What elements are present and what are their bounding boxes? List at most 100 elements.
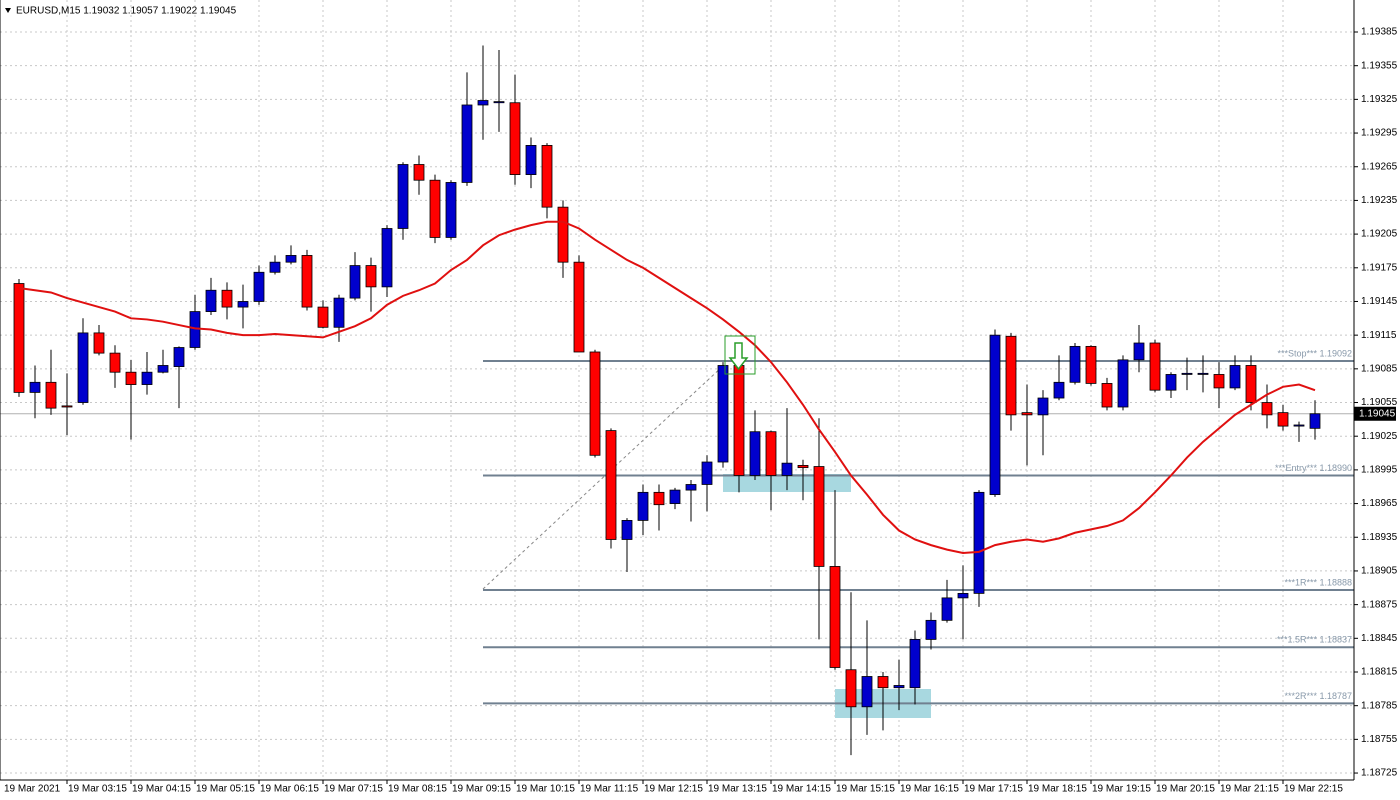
x-tick-label: 19 Mar 17:15 — [964, 784, 1023, 795]
x-tick-label: 19 Mar 10:15 — [516, 784, 575, 795]
candle-body — [1053, 381, 1065, 399]
axis-labels: 1.19385 1.19355 1.19325 1.19295 1.19265 1.192… — [66, 27, 1398, 795]
candle-body — [941, 597, 953, 621]
candle-body — [1021, 412, 1033, 416]
candle-body — [13, 283, 25, 393]
level-label: ***Entry*** 1.18990 — [1275, 463, 1352, 473]
candle-body — [877, 676, 889, 689]
last-price-label: 1.19045 — [1359, 408, 1396, 419]
y-tick-label: 1.19205 — [1361, 229, 1398, 240]
x-tick-label: 19 Mar 20:15 — [1156, 784, 1215, 795]
x-tick-label: 19 Mar 04:15 — [132, 784, 191, 795]
candle-body — [749, 431, 761, 476]
levels: ***Stop*** 1.19092 ***Entry*** 1.18990 ***… — [483, 348, 1354, 705]
candle-body — [653, 491, 665, 506]
candle-body — [1181, 372, 1193, 375]
candle-body — [733, 365, 745, 476]
candle-body — [557, 206, 569, 263]
y-tick-label: 1.18845 — [1361, 633, 1398, 644]
y-tick-label: 1.19055 — [1361, 397, 1398, 408]
y-tick-label: 1.18965 — [1361, 498, 1398, 509]
candle-body — [525, 145, 537, 175]
x-start-label: 19 Mar 2021 — [4, 784, 61, 795]
y-tick-label: 1.18725 — [1361, 768, 1398, 779]
candle-body — [125, 371, 137, 385]
y-tick-label: 1.19265 — [1361, 161, 1398, 172]
candle-body — [445, 182, 457, 238]
candle-body — [1229, 365, 1241, 389]
x-tick-label: 19 Mar 16:15 — [900, 784, 959, 795]
menu-triangle — [5, 8, 11, 13]
candle-body — [925, 619, 937, 640]
candle-body — [1277, 412, 1289, 427]
candle-body — [93, 332, 105, 354]
candle-body — [589, 351, 601, 456]
y-tick-label: 1.19355 — [1361, 60, 1398, 71]
candle-body — [541, 145, 553, 208]
y-tick-label: 1.18785 — [1361, 700, 1398, 711]
candle-body — [845, 669, 857, 708]
y-tick-label: 1.18905 — [1361, 566, 1398, 577]
candle-body — [685, 484, 697, 491]
x-tick-label: 19 Mar 07:15 — [324, 784, 383, 795]
candle-body — [45, 381, 57, 409]
sell-arrow — [728, 342, 749, 371]
candle-body — [989, 334, 1001, 495]
candle-body — [1309, 413, 1321, 429]
candle-body — [317, 306, 329, 328]
candle-body — [141, 371, 153, 385]
candle-body — [29, 381, 41, 393]
x-tick-label: 19 Mar 05:15 — [196, 784, 255, 795]
candle-body — [717, 365, 729, 463]
candle-body — [461, 104, 473, 183]
candle-body — [413, 164, 425, 181]
level-label: ***1.5R*** 1.18837 — [1277, 635, 1352, 645]
candle-body — [157, 365, 169, 373]
candle-body — [909, 639, 921, 689]
x-tick-label: 19 Mar 03:15 — [68, 784, 127, 795]
x-tick-label: 19 Mar 12:15 — [644, 784, 703, 795]
x-tick-label: 19 Mar 13:15 — [708, 784, 767, 795]
moving-average — [18, 220, 1316, 554]
sell-signal — [724, 335, 756, 375]
y-tick-label: 1.19085 — [1361, 363, 1398, 374]
candle-body — [397, 164, 409, 229]
candle-body — [1069, 345, 1081, 383]
y-tick-label: 1.19385 — [1361, 27, 1398, 38]
grid — [0, 0, 1354, 780]
candle-body — [381, 228, 393, 288]
y-tick-label: 1.18755 — [1361, 734, 1398, 745]
y-tick-label: 1.19115 — [1361, 330, 1397, 341]
y-tick-label: 1.19025 — [1361, 431, 1398, 442]
signal-box — [724, 335, 756, 375]
candle-body — [781, 462, 793, 476]
ma-line — [18, 220, 1316, 554]
level-label: ***1R*** 1.18888 — [1284, 577, 1352, 587]
candle-body — [637, 491, 649, 521]
candle-body — [349, 265, 361, 299]
candle-body — [269, 261, 281, 273]
candle-body — [669, 489, 681, 504]
candle-body — [1165, 374, 1177, 391]
candle-body — [621, 520, 633, 540]
candle-body — [1261, 402, 1273, 416]
candle-body — [1293, 424, 1305, 427]
level-label: ***2R*** 1.18787 — [1284, 691, 1352, 701]
y-tick-label: 1.18815 — [1361, 667, 1398, 678]
candle-body — [765, 431, 777, 476]
candle-body — [1037, 397, 1049, 416]
y-tick-label: 1.19295 — [1361, 128, 1398, 139]
candle-body — [1149, 342, 1161, 391]
x-tick-label: 19 Mar 18:15 — [1028, 784, 1087, 795]
candle-body — [1133, 342, 1145, 361]
x-tick-label: 19 Mar 09:15 — [452, 784, 511, 795]
candle-body — [61, 405, 73, 408]
y-tick-label: 1.18995 — [1361, 465, 1398, 476]
x-tick-label: 19 Mar 21:15 — [1220, 784, 1279, 795]
candles — [13, 45, 1321, 756]
candle-body — [253, 271, 265, 302]
x-tick-label: 19 Mar 15:15 — [836, 784, 895, 795]
y-tick-label: 1.18875 — [1361, 599, 1398, 610]
candle-body — [333, 297, 345, 328]
